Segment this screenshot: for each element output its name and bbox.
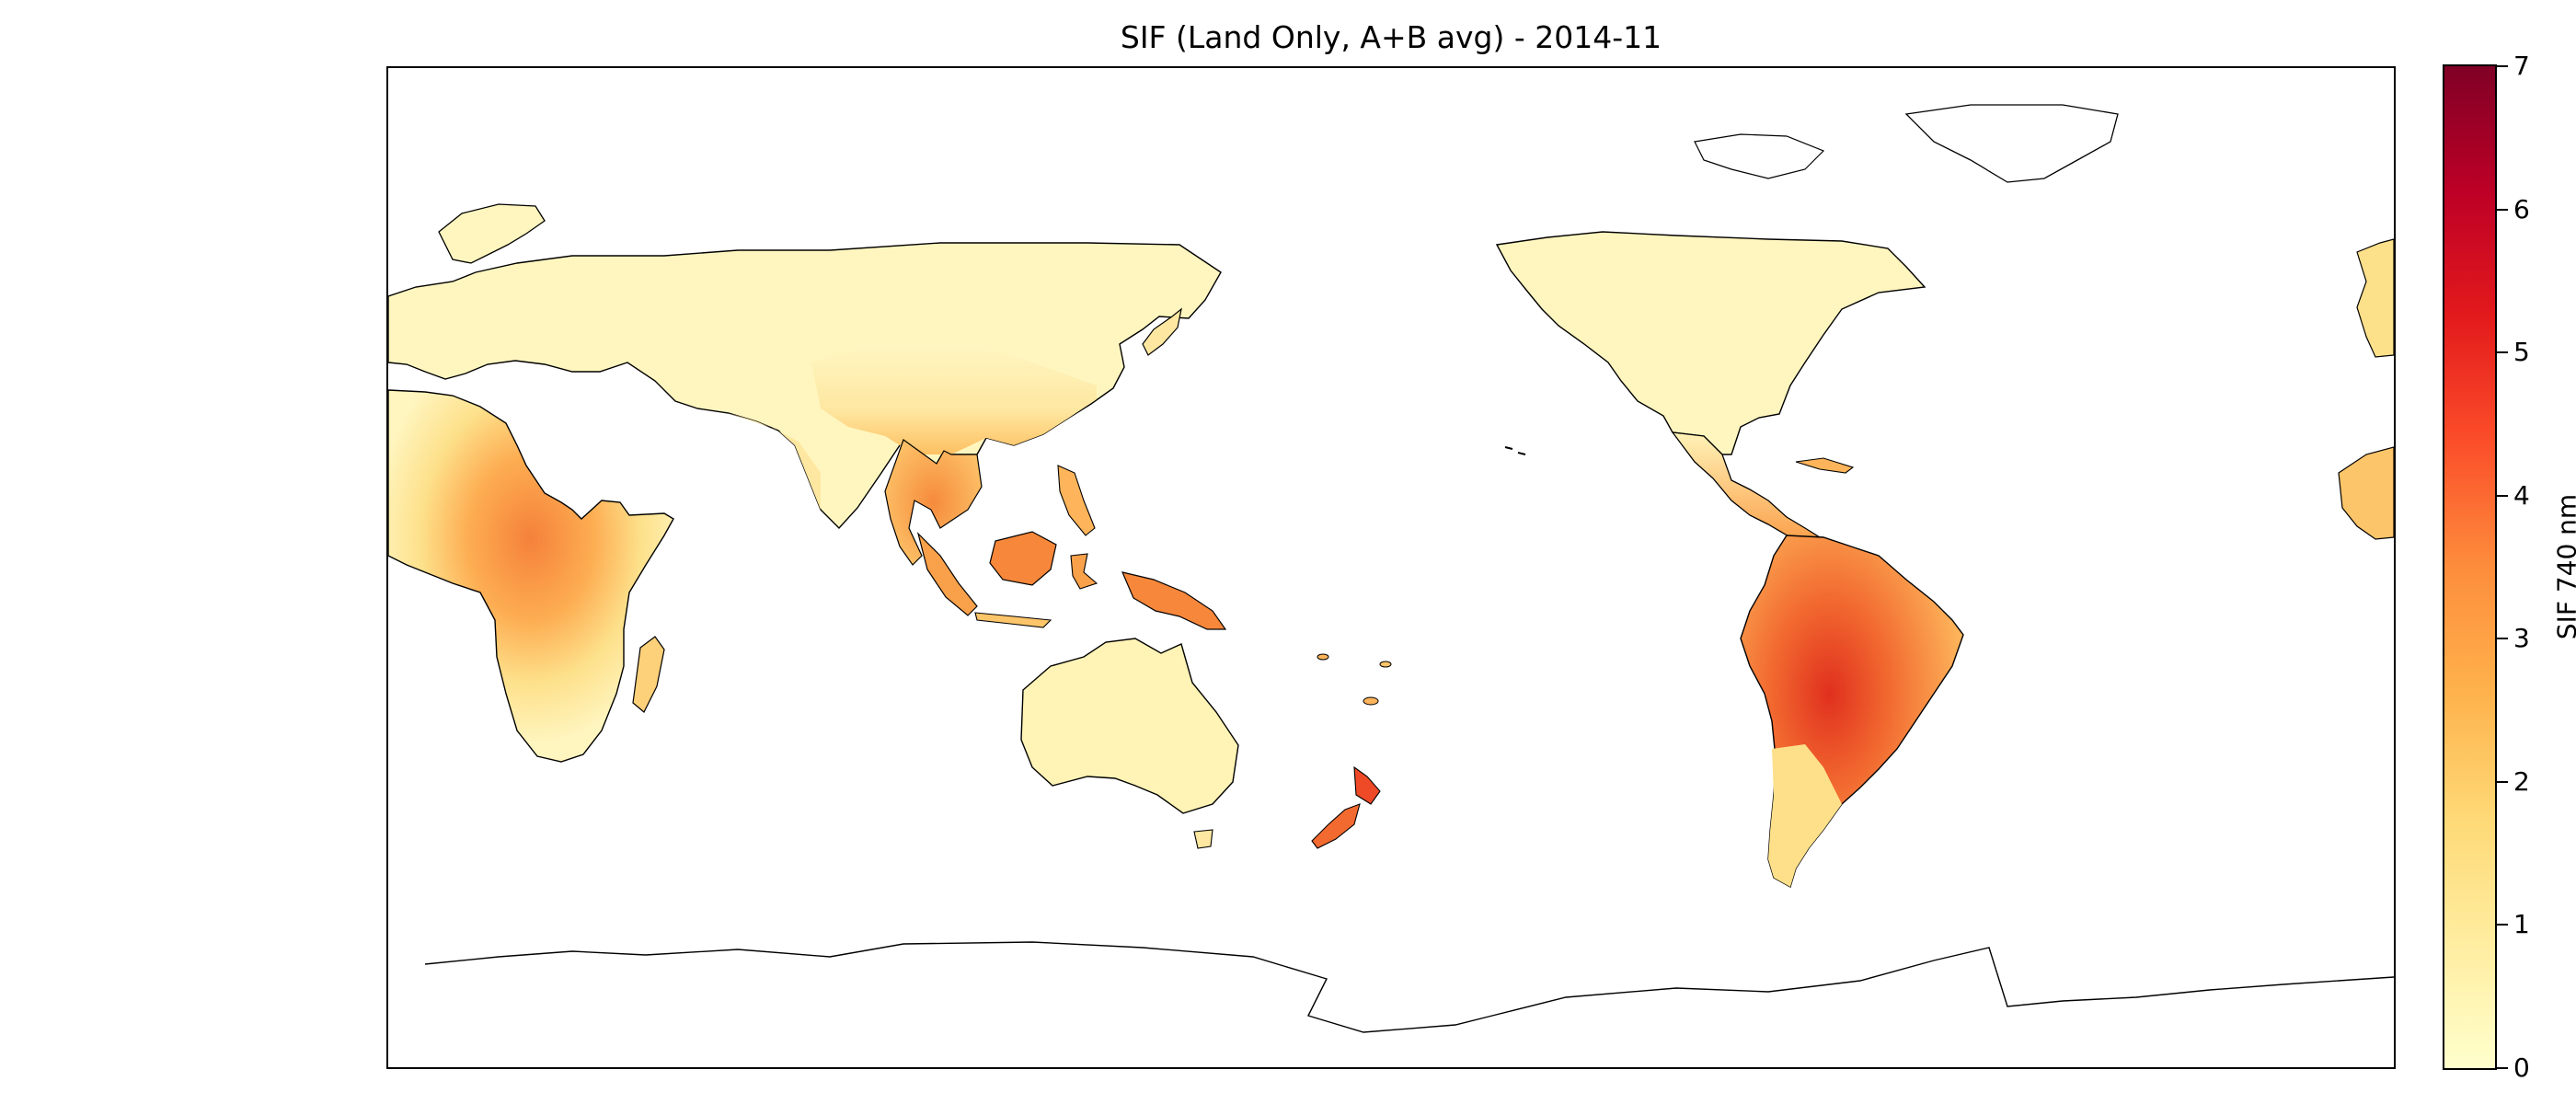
indochina <box>884 439 983 566</box>
colorbar-tick-label: 7 <box>2513 51 2530 81</box>
vanuatu-island <box>1317 653 1329 661</box>
sumatra <box>916 532 978 616</box>
hawaii-islands <box>1504 446 1526 455</box>
north-america <box>1495 231 1926 455</box>
new-zealand-south <box>1311 803 1361 849</box>
australia <box>1020 638 1239 814</box>
colorbar-tick <box>2497 924 2508 926</box>
colorbar-tick <box>2497 638 2508 640</box>
sulawesi <box>1070 553 1098 590</box>
colorbar-tick <box>2497 208 2508 211</box>
colorbar <box>2443 64 2497 1070</box>
greenland <box>1904 104 2119 183</box>
new-zealand-north <box>1353 765 1381 805</box>
tasmania <box>1193 829 1213 849</box>
colorbar-tick-label: 3 <box>2513 623 2530 654</box>
map-title: SIF (Land Only, A+B avg) - 2014-11 <box>1120 19 1662 55</box>
colorbar-tick <box>2497 65 2508 67</box>
antarctica-coast <box>424 941 2394 1033</box>
patagonia-region <box>1768 744 1842 887</box>
new-caledonia-island <box>1379 661 1392 668</box>
africa-west-wrap <box>2338 446 2394 540</box>
java <box>974 612 1052 628</box>
colorbar-tick-label: 1 <box>2513 909 2530 940</box>
colorbar-tick <box>2497 1067 2508 1069</box>
europe-west-wrap <box>2356 238 2394 358</box>
colorbar-tick <box>2497 351 2508 354</box>
borneo <box>989 531 1057 586</box>
china-region <box>811 344 1097 454</box>
colorbar-tick-label: 0 <box>2513 1052 2530 1083</box>
new-guinea <box>1121 571 1227 630</box>
colorbar-tick-label: 6 <box>2513 193 2530 224</box>
colorbar-tick-label: 5 <box>2513 337 2530 368</box>
colorbar-label: SIF 740 nm <box>2551 493 2576 640</box>
madagascar <box>632 636 665 713</box>
colorbar-tick-label: 4 <box>2513 479 2530 511</box>
fiji-island <box>1363 696 1379 706</box>
africa <box>388 389 674 763</box>
japan <box>1142 307 1182 356</box>
scandinavia <box>438 203 546 264</box>
philippines <box>1057 465 1096 536</box>
colorbar-tick-label: 2 <box>2513 765 2530 797</box>
colorbar-tick <box>2497 780 2508 783</box>
world-map <box>388 104 2394 1033</box>
colorbar-tick <box>2497 494 2508 497</box>
cuba <box>1795 457 1855 474</box>
arctic-islands <box>1694 133 1825 179</box>
mexico-central-america <box>1671 431 1821 547</box>
india <box>729 413 821 510</box>
sif-map <box>386 66 2396 1069</box>
